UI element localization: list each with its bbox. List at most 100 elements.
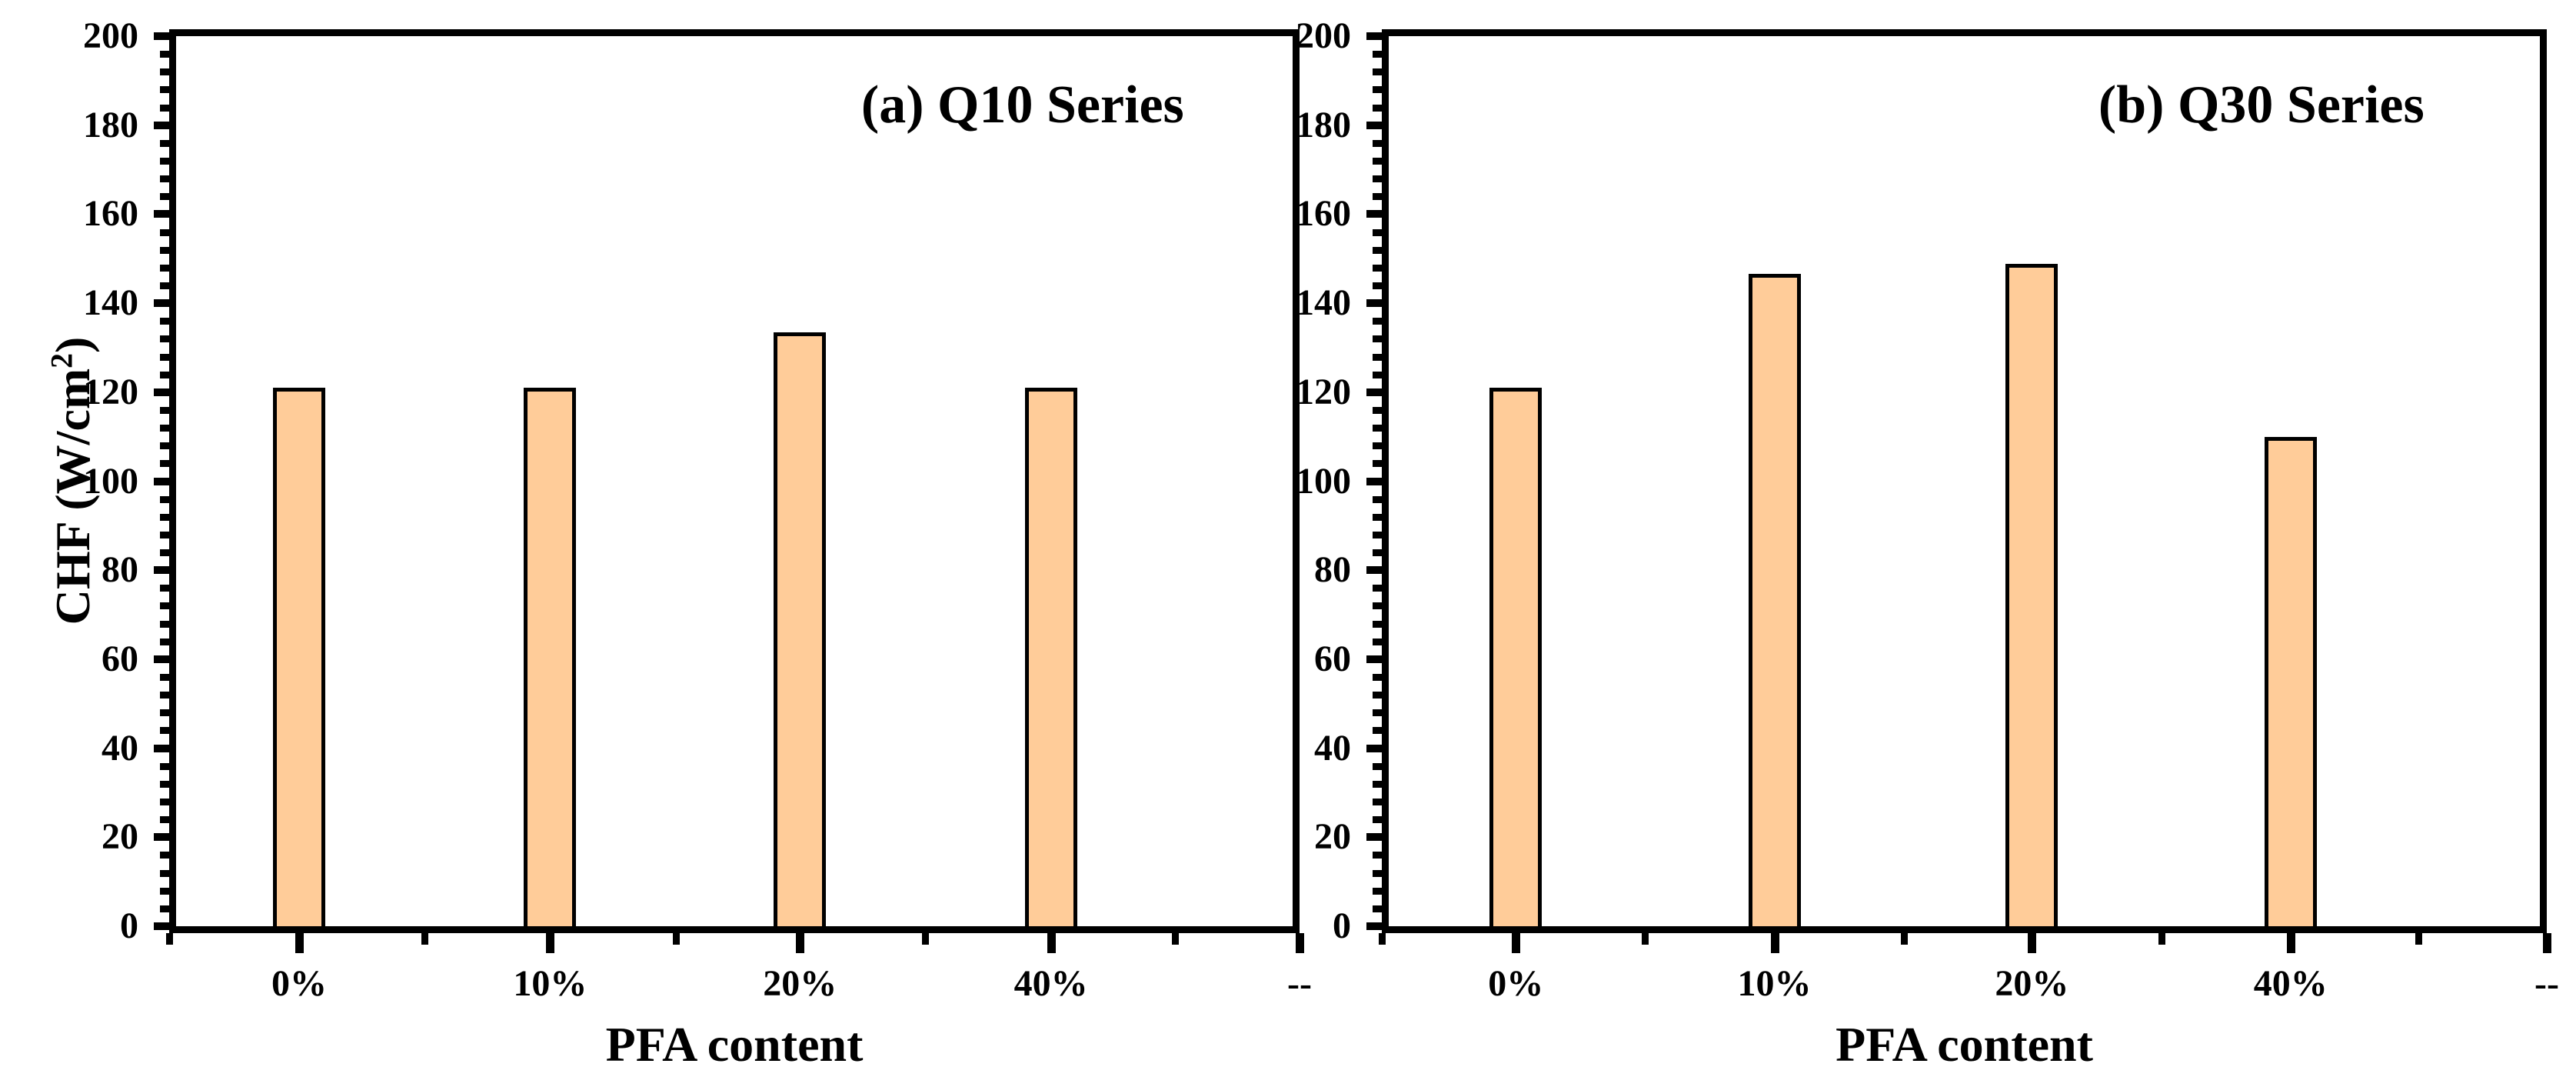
- y-minor-tick: [1373, 549, 1382, 557]
- y-minor-tick: [160, 869, 169, 877]
- y-minor-tick: [1373, 513, 1382, 521]
- y-minor-tick: [1373, 816, 1382, 824]
- y-minor-tick: [160, 193, 169, 201]
- y-minor-tick: [160, 264, 169, 272]
- y-minor-tick: [160, 318, 169, 325]
- y-tick-label: 100: [83, 460, 138, 502]
- y-minor-tick: [160, 442, 169, 450]
- x-major-tick: [1512, 933, 1521, 953]
- y-major-tick: [1366, 833, 1382, 842]
- y-major-tick: [154, 744, 169, 752]
- y-minor-tick: [160, 104, 169, 112]
- y-major-tick: [154, 32, 169, 40]
- y-minor-tick: [1373, 442, 1382, 450]
- panel-title: (b) Q30 Series: [2098, 75, 2425, 135]
- y-minor-tick: [160, 175, 169, 183]
- y-tick-label: 80: [102, 549, 138, 591]
- y-major-tick: [154, 566, 169, 575]
- y-minor-tick: [160, 495, 169, 503]
- y-major-tick: [1366, 299, 1382, 308]
- y-minor-tick: [1373, 762, 1382, 770]
- y-major-tick: [154, 477, 169, 485]
- bar-20pct: [2005, 264, 2058, 926]
- y-minor-tick: [160, 585, 169, 592]
- y-minor-tick: [1373, 531, 1382, 538]
- y-minor-tick: [160, 51, 169, 58]
- y-tick-label: 180: [1296, 104, 1351, 145]
- y-minor-tick: [160, 727, 169, 735]
- x-minor-tick: [166, 933, 173, 945]
- y-minor-tick: [160, 531, 169, 538]
- bar-20pct: [774, 332, 827, 926]
- y-minor-tick: [160, 425, 169, 432]
- y-minor-tick: [1373, 869, 1382, 877]
- y-minor-tick: [1373, 228, 1382, 236]
- y-minor-tick: [1373, 353, 1382, 361]
- y-major-tick: [154, 299, 169, 308]
- y-major-tick: [1366, 655, 1382, 663]
- y-tick-label: 200: [83, 15, 138, 56]
- y-major-tick: [1366, 566, 1382, 575]
- y-tick-label: 100: [1296, 460, 1351, 502]
- y-minor-tick: [160, 371, 169, 378]
- x-minor-tick: [1900, 933, 1908, 945]
- y-minor-tick: [1373, 674, 1382, 682]
- bar-10pct: [1748, 274, 1801, 926]
- x-tick-label: 10%: [1737, 963, 1812, 1004]
- y-minor-tick: [160, 887, 169, 895]
- y-major-tick: [154, 833, 169, 842]
- plot-frame: [1382, 29, 2547, 933]
- y-minor-tick: [1373, 585, 1382, 592]
- y-minor-tick: [160, 406, 169, 414]
- x-major-tick: [1770, 933, 1779, 953]
- y-tick-label: 200: [1296, 15, 1351, 56]
- x-axis-title: PFA content: [1835, 1017, 2093, 1072]
- panel-title: (a) Q10 Series: [860, 75, 1184, 135]
- x-tick-label: 0%: [1488, 963, 1544, 1004]
- y-tick-label: 60: [102, 638, 138, 679]
- x-major-tick: [295, 933, 305, 953]
- x-minor-tick: [2158, 933, 2165, 945]
- x-major-tick: [2028, 933, 2037, 953]
- x-tick-label: 0%: [271, 963, 328, 1004]
- y-minor-tick: [1373, 246, 1382, 254]
- y-major-tick: [1366, 210, 1382, 218]
- y-minor-tick: [160, 68, 169, 76]
- x-tick-label: 20%: [1995, 963, 2069, 1004]
- y-minor-tick: [160, 762, 169, 770]
- y-minor-tick: [1373, 638, 1382, 645]
- x-tick-label: 20%: [763, 963, 837, 1004]
- bar-10pct: [524, 388, 577, 926]
- y-major-tick: [1366, 922, 1382, 930]
- x-minor-tick: [2415, 933, 2423, 945]
- y-tick-label: 20: [102, 816, 138, 858]
- x-axis-right-label: --: [2534, 963, 2559, 1004]
- y-tick-label: 60: [1314, 638, 1351, 679]
- y-minor-tick: [1373, 264, 1382, 272]
- y-minor-tick: [160, 852, 169, 859]
- y-tick-label: 120: [83, 371, 138, 412]
- y-minor-tick: [160, 602, 169, 610]
- y-tick-label: 140: [83, 282, 138, 324]
- x-major-tick: [2286, 933, 2295, 953]
- y-tick-label: 180: [83, 104, 138, 145]
- y-minor-tick: [1373, 620, 1382, 628]
- y-minor-tick: [1373, 425, 1382, 432]
- y-minor-tick: [160, 353, 169, 361]
- x-tick-label: 40%: [1013, 963, 1088, 1004]
- x-major-tick: [1296, 933, 1304, 953]
- y-minor-tick: [1373, 709, 1382, 717]
- y-minor-tick: [1373, 335, 1382, 343]
- bar-0pct: [273, 388, 326, 926]
- y-minor-tick: [1373, 175, 1382, 183]
- y-minor-tick: [1373, 51, 1382, 58]
- y-minor-tick: [160, 905, 169, 912]
- y-major-tick: [154, 655, 169, 663]
- y-minor-tick: [1373, 460, 1382, 468]
- y-minor-tick: [160, 620, 169, 628]
- y-tick-label: 0: [1333, 905, 1351, 946]
- bar-0pct: [1489, 388, 1543, 926]
- y-major-tick: [1366, 121, 1382, 129]
- y-tick-label: 140: [1296, 282, 1351, 324]
